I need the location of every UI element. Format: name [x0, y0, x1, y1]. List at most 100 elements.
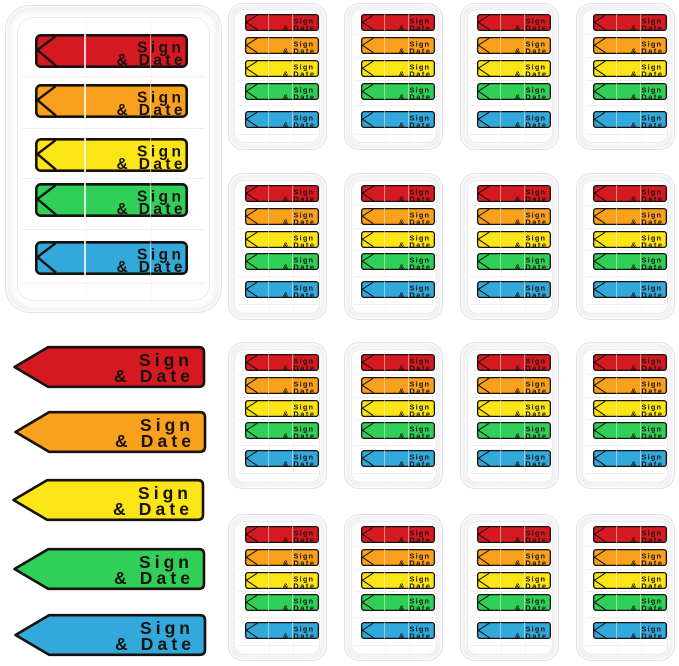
svg-text:& Date: & Date [116, 52, 182, 68]
svg-text:Sign: Sign [641, 528, 661, 537]
svg-text:Sign: Sign [526, 113, 546, 122]
svg-text:& Date: & Date [116, 155, 182, 171]
svg-text:& Date: & Date [631, 92, 662, 100]
svg-text:Sign: Sign [410, 402, 430, 411]
svg-text:Sign: Sign [293, 17, 313, 26]
svg-text:Sign: Sign [641, 63, 661, 72]
svg-text:Sign: Sign [293, 85, 313, 94]
svg-text:& Date: & Date [399, 69, 430, 77]
svg-text:Sign: Sign [293, 210, 313, 219]
svg-text:Sign: Sign [526, 551, 546, 560]
svg-text:Sign: Sign [526, 574, 546, 583]
svg-text:& Date: & Date [515, 558, 546, 566]
svg-text:Sign: Sign [410, 356, 430, 365]
svg-text:Sign: Sign [641, 210, 661, 219]
svg-text:Sign: Sign [293, 233, 313, 242]
svg-text:& Date: & Date [631, 535, 662, 543]
svg-text:& Date: & Date [399, 631, 430, 639]
svg-text:Sign: Sign [410, 379, 430, 388]
svg-text:& Date: & Date [283, 363, 314, 371]
svg-text:Sign: Sign [641, 233, 661, 242]
svg-text:& Date: & Date [399, 431, 430, 439]
svg-text:Sign: Sign [526, 625, 546, 634]
svg-text:Sign: Sign [526, 233, 546, 242]
svg-text:& Date: & Date [515, 240, 546, 248]
svg-text:& Date: & Date [515, 535, 546, 543]
svg-text:& Date: & Date [515, 92, 546, 100]
svg-text:& Date: & Date [116, 200, 182, 216]
svg-text:& Date: & Date [515, 363, 546, 371]
svg-text:& Date: & Date [515, 290, 546, 298]
svg-text:& Date: & Date [515, 194, 546, 202]
svg-text:& Date: & Date [116, 101, 182, 117]
svg-text:Sign: Sign [526, 528, 546, 537]
svg-text:& Date: & Date [283, 409, 314, 417]
svg-text:Sign: Sign [410, 187, 430, 196]
svg-text:Sign: Sign [526, 40, 546, 49]
svg-text:& Date: & Date [283, 558, 314, 566]
svg-text:Sign: Sign [641, 453, 661, 462]
svg-text:& Date: & Date [631, 290, 662, 298]
svg-text:& Date: & Date [515, 603, 546, 611]
svg-text:Sign: Sign [526, 85, 546, 94]
svg-text:& Date: & Date [283, 290, 314, 298]
svg-text:Sign: Sign [293, 551, 313, 560]
svg-text:& Date: & Date [115, 431, 191, 451]
svg-text:Sign: Sign [641, 17, 661, 26]
svg-text:Sign: Sign [526, 187, 546, 196]
svg-text:& Date: & Date [399, 535, 430, 543]
svg-text:& Date: & Date [115, 634, 191, 654]
svg-text:Sign: Sign [293, 528, 313, 537]
svg-text:& Date: & Date [399, 120, 430, 128]
svg-text:Sign: Sign [641, 187, 661, 196]
svg-text:& Date: & Date [631, 603, 662, 611]
svg-text:Sign: Sign [410, 113, 430, 122]
svg-text:& Date: & Date [399, 386, 430, 394]
svg-text:& Date: & Date [515, 69, 546, 77]
svg-text:Sign: Sign [293, 40, 313, 49]
svg-text:Sign: Sign [410, 597, 430, 606]
svg-text:Sign: Sign [410, 63, 430, 72]
svg-text:& Date: & Date [515, 120, 546, 128]
svg-text:& Date: & Date [283, 92, 314, 100]
svg-text:& Date: & Date [631, 46, 662, 54]
svg-text:& Date: & Date [283, 631, 314, 639]
svg-text:& Date: & Date [631, 631, 662, 639]
svg-text:& Date: & Date [631, 69, 662, 77]
svg-text:& Date: & Date [283, 431, 314, 439]
svg-text:Sign: Sign [410, 453, 430, 462]
svg-text:& Date: & Date [399, 290, 430, 298]
svg-text:& Date: & Date [631, 459, 662, 467]
svg-text:& Date: & Date [283, 386, 314, 394]
svg-text:& Date: & Date [631, 431, 662, 439]
svg-text:Sign: Sign [641, 379, 661, 388]
svg-text:Sign: Sign [526, 210, 546, 219]
svg-text:Sign: Sign [410, 625, 430, 634]
svg-text:Sign: Sign [410, 551, 430, 560]
svg-text:& Date: & Date [399, 459, 430, 467]
svg-text:& Date: & Date [399, 409, 430, 417]
svg-text:& Date: & Date [283, 240, 314, 248]
svg-text:& Date: & Date [399, 92, 430, 100]
svg-text:Sign: Sign [526, 256, 546, 265]
svg-text:& Date: & Date [631, 240, 662, 248]
svg-text:Sign: Sign [410, 284, 430, 293]
svg-text:& Date: & Date [283, 217, 314, 225]
svg-text:Sign: Sign [526, 63, 546, 72]
svg-text:& Date: & Date [399, 194, 430, 202]
svg-text:& Date: & Date [283, 603, 314, 611]
svg-text:Sign: Sign [526, 597, 546, 606]
svg-text:& Date: & Date [631, 24, 662, 32]
svg-text:Sign: Sign [641, 113, 661, 122]
svg-text:& Date: & Date [631, 262, 662, 270]
svg-text:Sign: Sign [526, 453, 546, 462]
svg-text:Sign: Sign [526, 284, 546, 293]
svg-text:Sign: Sign [293, 625, 313, 634]
svg-text:Sign: Sign [293, 187, 313, 196]
svg-text:& Date: & Date [283, 194, 314, 202]
svg-text:Sign: Sign [641, 284, 661, 293]
svg-text:Sign: Sign [410, 233, 430, 242]
svg-text:& Date: & Date [515, 46, 546, 54]
svg-text:& Date: & Date [399, 363, 430, 371]
svg-text:Sign: Sign [293, 256, 313, 265]
